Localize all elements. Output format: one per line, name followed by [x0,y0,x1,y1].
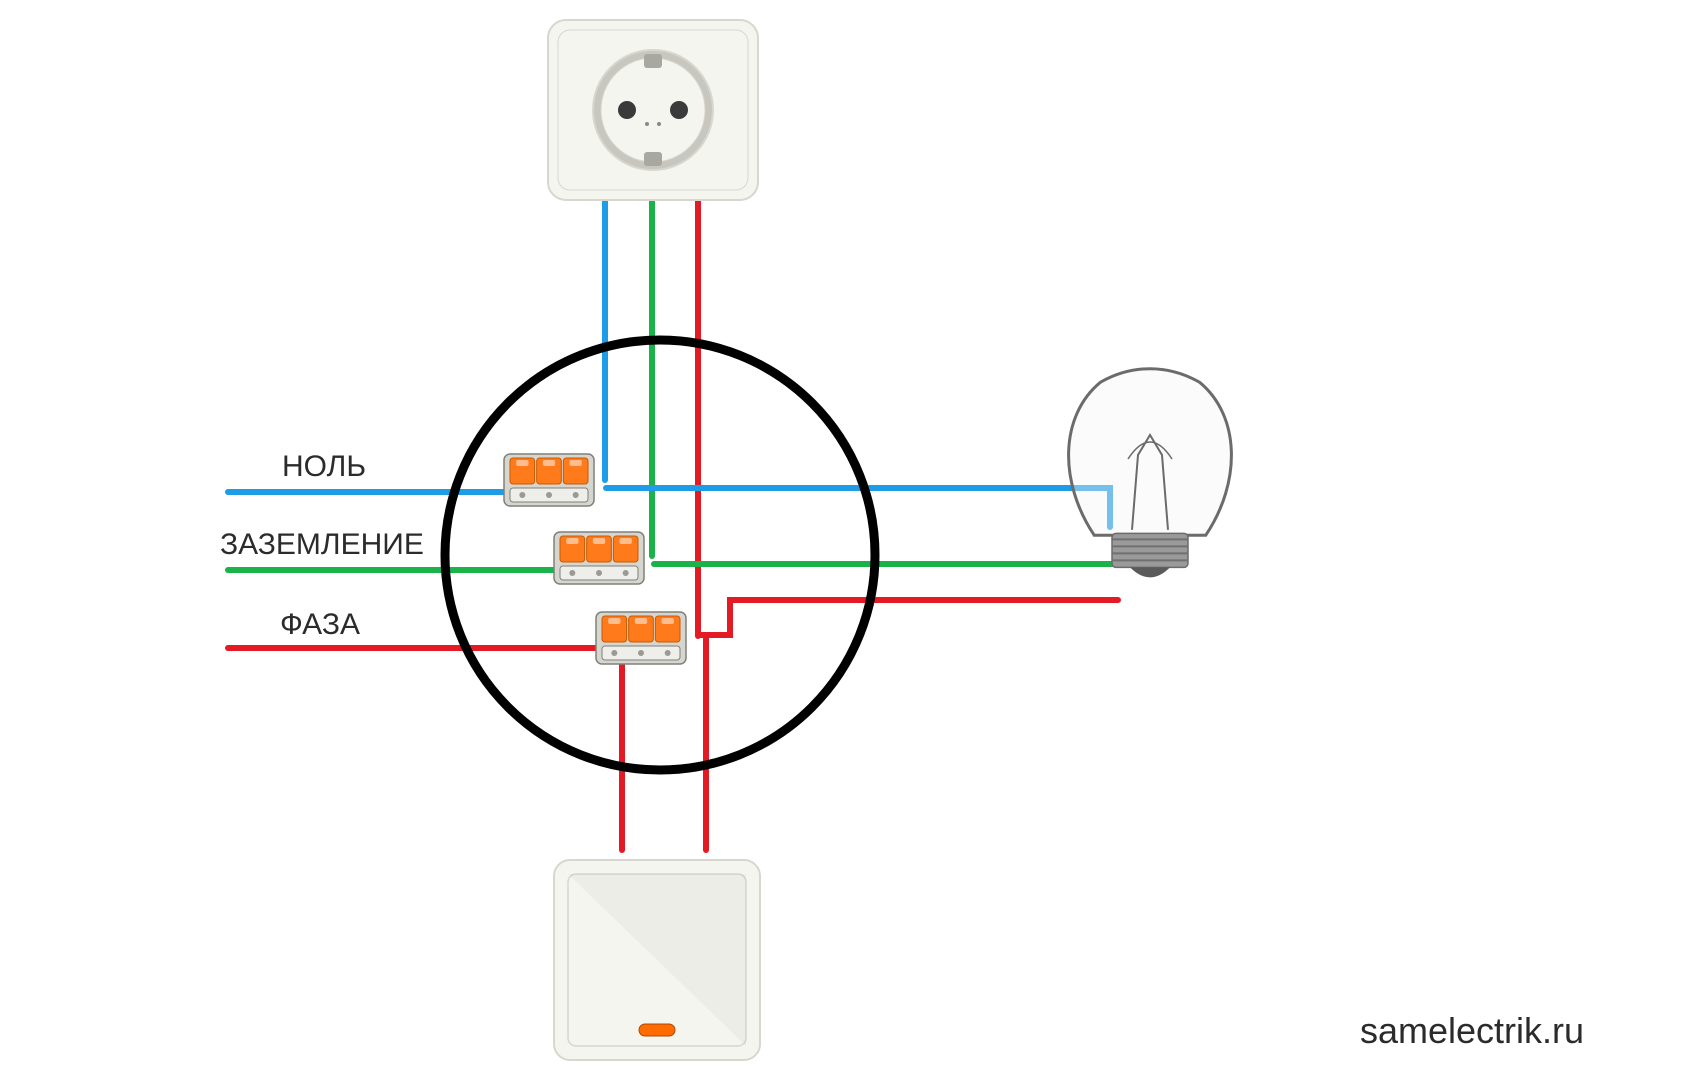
diagram-stage: НОЛЬ ЗАЗЕМЛЕНИЕ ФАЗА samelectrik.ru [0,0,1684,1090]
wago-connector-1 [504,454,594,506]
socket-icon [548,20,758,200]
junction-box-circle [445,340,875,770]
bulb-icon [1069,369,1232,578]
wire-phase-bulb [700,600,1118,635]
wiring-svg [0,0,1684,1090]
switch-icon [554,860,760,1060]
wire-neutral-bulb [606,488,1110,527]
wago-connector-2 [554,532,644,584]
wago-connector-3 [596,612,686,664]
wires-group [228,192,1118,850]
